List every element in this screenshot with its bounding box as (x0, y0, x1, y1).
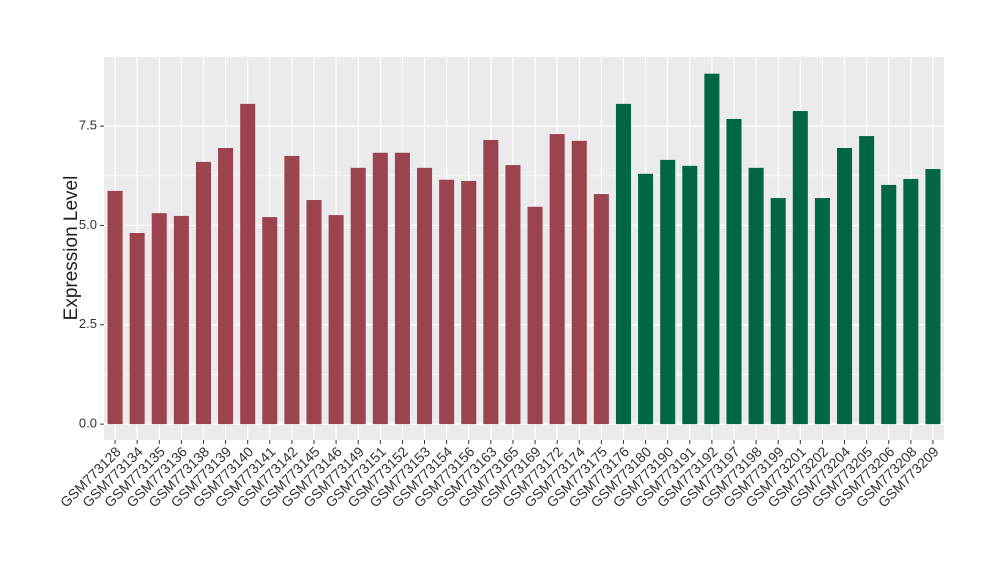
y-tick-label: 0.0 (79, 416, 97, 431)
bar (350, 167, 366, 425)
bar (129, 233, 145, 425)
bar (726, 118, 742, 425)
bar (704, 73, 720, 425)
y-tick-label: 7.5 (79, 118, 97, 133)
bar (328, 215, 344, 425)
bar (417, 167, 433, 425)
bar (770, 198, 786, 425)
bar (151, 213, 167, 425)
bar (173, 215, 189, 425)
bar (615, 103, 631, 425)
bar (748, 167, 764, 425)
bar (262, 217, 278, 425)
y-axis-label: Expression Level (61, 176, 82, 321)
bar (284, 155, 300, 425)
y-tick-label: 5.0 (79, 217, 97, 232)
bar (218, 147, 234, 425)
bar (394, 152, 410, 425)
bar (483, 140, 499, 425)
bar (593, 194, 609, 425)
bar (240, 103, 256, 425)
bar (306, 200, 322, 425)
bar (107, 190, 123, 425)
bar (638, 173, 654, 425)
y-tick-label: 2.5 (79, 316, 97, 331)
bar (660, 159, 676, 425)
bar (439, 179, 455, 425)
bar (372, 152, 388, 425)
bar (505, 165, 521, 425)
bar (859, 136, 875, 425)
bar (682, 165, 698, 425)
bar (925, 169, 941, 425)
bar (195, 161, 211, 425)
bar (814, 198, 830, 425)
bar (549, 134, 565, 425)
bar (461, 180, 477, 425)
bar (881, 184, 897, 425)
bar (903, 178, 919, 425)
bar (792, 111, 808, 425)
bar (571, 140, 587, 425)
bar (527, 206, 543, 425)
bar (837, 147, 853, 425)
